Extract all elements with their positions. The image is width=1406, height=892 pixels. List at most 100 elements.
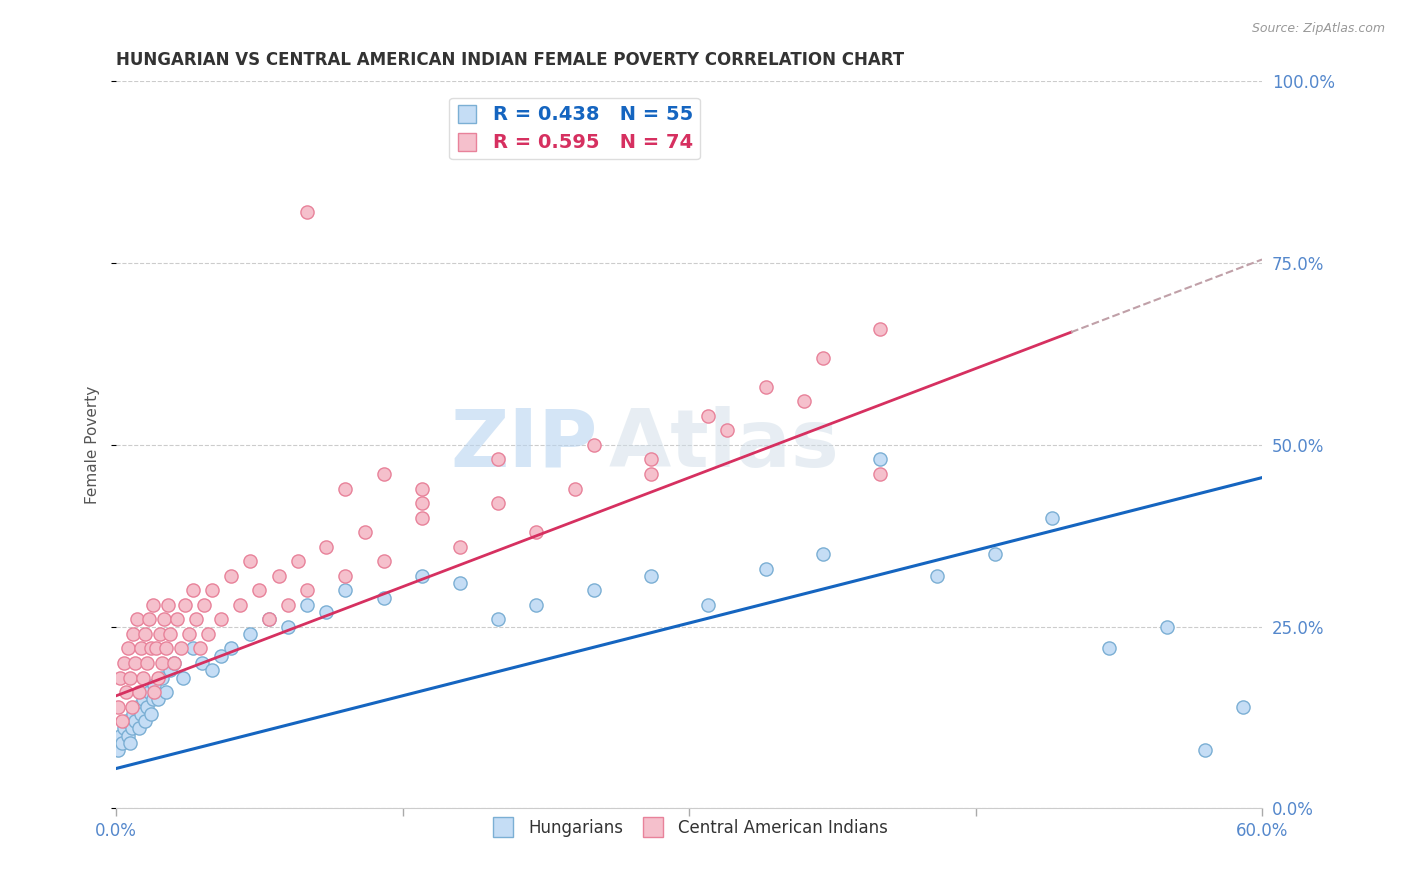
Point <box>315 605 337 619</box>
Point <box>239 627 262 641</box>
Point <box>697 409 720 423</box>
Point <box>754 380 776 394</box>
Point <box>162 656 184 670</box>
Point <box>129 706 152 721</box>
Point <box>138 612 160 626</box>
Point <box>353 525 375 540</box>
Point <box>191 656 214 670</box>
Point <box>524 598 547 612</box>
Point <box>811 351 834 365</box>
Point <box>564 482 586 496</box>
Point <box>107 743 129 757</box>
Point <box>335 583 357 598</box>
Point <box>118 671 141 685</box>
Point <box>1098 641 1121 656</box>
Point <box>257 612 280 626</box>
Point <box>177 627 200 641</box>
Point <box>486 452 509 467</box>
Point <box>277 598 299 612</box>
Point <box>108 729 131 743</box>
Point <box>128 722 150 736</box>
Point <box>117 729 139 743</box>
Point <box>193 598 215 612</box>
Point <box>181 583 204 598</box>
Point <box>122 706 145 721</box>
Point <box>138 685 160 699</box>
Point <box>128 685 150 699</box>
Point <box>201 583 224 598</box>
Point <box>124 656 146 670</box>
Point <box>1194 743 1216 757</box>
Point <box>1040 510 1063 524</box>
Point <box>122 627 145 641</box>
Point <box>127 699 149 714</box>
Point <box>129 641 152 656</box>
Point <box>114 685 136 699</box>
Point <box>143 678 166 692</box>
Point <box>219 568 242 582</box>
Point <box>159 627 181 641</box>
Point <box>1156 620 1178 634</box>
Point <box>112 656 135 670</box>
Point <box>373 591 395 605</box>
Point <box>411 510 433 524</box>
Point <box>139 641 162 656</box>
Point <box>170 641 193 656</box>
Point <box>155 685 177 699</box>
Point <box>209 648 232 663</box>
Text: Source: ZipAtlas.com: Source: ZipAtlas.com <box>1251 22 1385 36</box>
Point <box>277 620 299 634</box>
Point <box>172 671 194 685</box>
Point <box>139 706 162 721</box>
Point <box>142 692 165 706</box>
Point <box>188 641 211 656</box>
Point <box>145 641 167 656</box>
Point <box>181 641 204 656</box>
Point <box>983 547 1005 561</box>
Point <box>869 467 891 481</box>
Point <box>135 656 157 670</box>
Point <box>754 561 776 575</box>
Text: Atlas: Atlas <box>609 406 839 483</box>
Point <box>153 612 176 626</box>
Point <box>640 568 662 582</box>
Point <box>114 714 136 729</box>
Point <box>869 452 891 467</box>
Point <box>287 554 309 568</box>
Point <box>411 568 433 582</box>
Point <box>335 482 357 496</box>
Point <box>107 699 129 714</box>
Point <box>411 496 433 510</box>
Point <box>135 699 157 714</box>
Point <box>449 540 471 554</box>
Point <box>149 627 172 641</box>
Point <box>716 423 738 437</box>
Point <box>267 568 290 582</box>
Point <box>486 496 509 510</box>
Point <box>162 656 184 670</box>
Point <box>1232 699 1254 714</box>
Point <box>201 663 224 677</box>
Point <box>249 583 271 598</box>
Point <box>219 641 242 656</box>
Point <box>121 722 143 736</box>
Point <box>186 612 208 626</box>
Point <box>143 685 166 699</box>
Point <box>411 482 433 496</box>
Point <box>229 598 252 612</box>
Point <box>373 467 395 481</box>
Point <box>335 568 357 582</box>
Point <box>257 612 280 626</box>
Point <box>132 671 155 685</box>
Point <box>148 692 170 706</box>
Point <box>197 627 219 641</box>
Point <box>108 671 131 685</box>
Point <box>159 663 181 677</box>
Point <box>112 722 135 736</box>
Point <box>111 736 134 750</box>
Point <box>124 714 146 729</box>
Point <box>127 612 149 626</box>
Point <box>155 641 177 656</box>
Point <box>209 612 232 626</box>
Point <box>132 692 155 706</box>
